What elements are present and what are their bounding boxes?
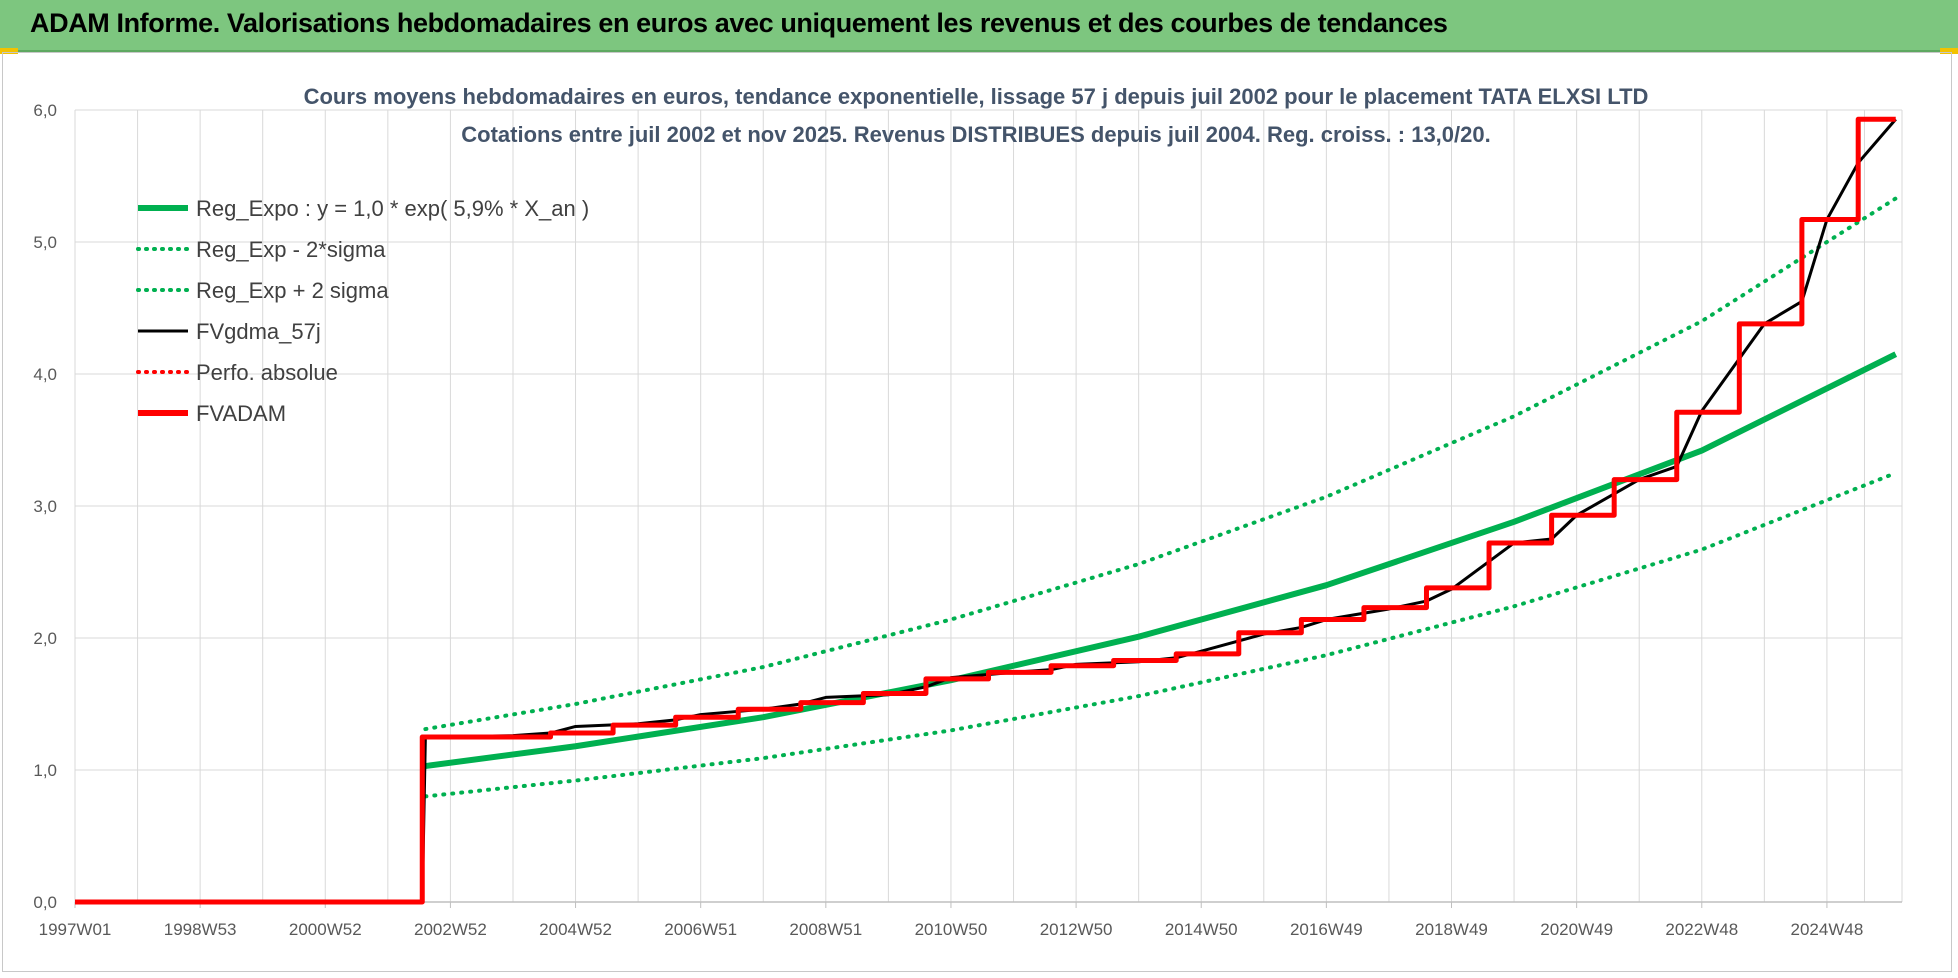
x-tick-label: 2020W49 [1540, 920, 1613, 939]
series-line-reg-exp-2-sigma [423, 196, 1898, 732]
series-line-reg-expo [424, 351, 1898, 770]
axes: 0,0 1,0 2,0 3,0 4,0 5,0 6,0 1997W01 1998W53 2000W… [33, 101, 1902, 939]
corner-mark-right [1940, 48, 1958, 54]
chart-area [2, 52, 1952, 972]
report-title: ADAM Informe. Valorisations hebdomadaire… [30, 8, 1448, 38]
y-tick-label: 6,0 [33, 101, 57, 120]
corner-mark-left [0, 48, 18, 54]
y-tick-label: 2,0 [33, 629, 57, 648]
legend-entry: FVADAM [196, 401, 286, 426]
y-tick-label: 4,0 [33, 365, 57, 384]
chart-subtitle: Cotations entre juil 2002 et nov 2025. R… [461, 122, 1490, 147]
x-tick-label: 2008W51 [789, 920, 862, 939]
y-tick-label: 3,0 [33, 497, 57, 516]
x-tick-label: 2012W50 [1040, 920, 1113, 939]
x-tick-label: 2010W50 [915, 920, 988, 939]
x-tick-label: 2022W48 [1665, 920, 1738, 939]
series-line-fvadam [75, 116, 1896, 905]
x-tick-label: 2006W51 [664, 920, 737, 939]
x-tick-label: 2016W49 [1290, 920, 1363, 939]
x-tick-label: 2018W49 [1415, 920, 1488, 939]
grid-lines [74, 109, 1903, 903]
legend-entry: FVgdma_57j [196, 319, 321, 344]
chart-title: Cours moyens hebdomadaires en euros, ten… [304, 84, 1649, 109]
x-tick-label: 1998W53 [164, 920, 237, 939]
legend-entry: Reg_Exp - 2*sigma [196, 237, 386, 262]
legend-entry: Perfo. absolue [196, 360, 338, 385]
series-line-reg-exp-2-sigma [423, 471, 1898, 799]
y-tick-label: 1,0 [33, 761, 57, 780]
x-tick-label: 2014W50 [1165, 920, 1238, 939]
x-tick-label: 1997W01 [39, 920, 112, 939]
x-tick-label: 2000W52 [289, 920, 362, 939]
legend-entry: Reg_Expo : y = 1,0 * exp( 5,9% * X_an ) [196, 196, 589, 221]
legend: Reg_Expo : y = 1,0 * exp( 5,9% * X_an ) R… [136, 196, 589, 426]
x-tick-label: 2024W48 [1791, 920, 1864, 939]
x-tick-label: 2004W52 [539, 920, 612, 939]
y-tick-label: 0,0 [33, 893, 57, 912]
legend-entry: Reg_Exp + 2 sigma [196, 278, 389, 303]
report-banner: ADAM Informe. Valorisations hebdomadaire… [0, 0, 1958, 52]
series-lines [75, 116, 1898, 905]
x-tick-label: 2002W52 [414, 920, 487, 939]
y-tick-label: 5,0 [33, 233, 57, 252]
